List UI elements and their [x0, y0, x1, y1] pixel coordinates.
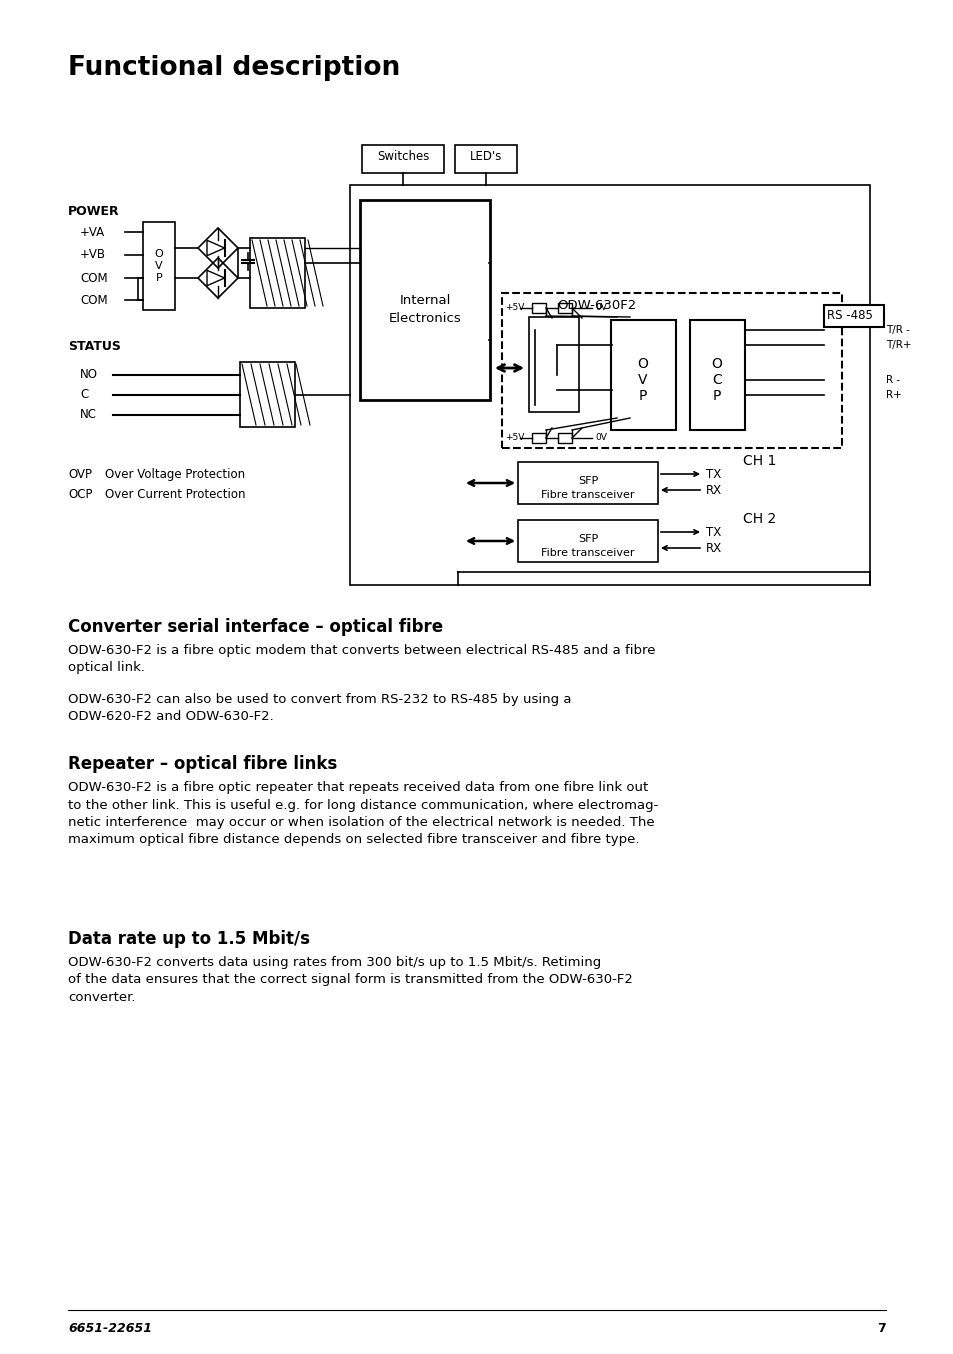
- Text: TX: TX: [705, 467, 720, 481]
- Text: OCP: OCP: [68, 487, 92, 501]
- Text: RS -485: RS -485: [826, 309, 872, 322]
- Text: 6651-22651: 6651-22651: [68, 1322, 152, 1335]
- Text: Over Current Protection: Over Current Protection: [105, 487, 245, 501]
- Text: Internal
Electronics: Internal Electronics: [388, 295, 461, 325]
- Bar: [501, 292, 841, 448]
- Bar: [240, 362, 294, 427]
- Bar: [689, 320, 744, 431]
- Text: ODW-630-F2 is a fibre optic modem that converts between electrical RS-485 and a : ODW-630-F2 is a fibre optic modem that c…: [68, 645, 655, 674]
- Text: SFP
Fibre transceiver: SFP Fibre transceiver: [540, 535, 634, 558]
- Bar: [361, 145, 443, 173]
- Text: 0V: 0V: [595, 433, 606, 443]
- Bar: [455, 145, 517, 173]
- Bar: [529, 317, 578, 412]
- Text: ODW-630F2: ODW-630F2: [557, 299, 636, 311]
- Bar: [532, 433, 545, 443]
- Text: TX: TX: [705, 525, 720, 539]
- Text: SFP
Fibre transceiver: SFP Fibre transceiver: [540, 477, 634, 500]
- Text: T/R+: T/R+: [885, 340, 910, 349]
- Bar: [610, 320, 676, 431]
- Text: COM: COM: [80, 294, 108, 306]
- Bar: [359, 200, 490, 399]
- Text: C: C: [80, 389, 89, 402]
- Text: POWER: POWER: [68, 204, 119, 218]
- Bar: [532, 303, 545, 313]
- Text: NC: NC: [80, 409, 97, 421]
- Text: CH 2: CH 2: [742, 512, 776, 525]
- Text: +VA: +VA: [80, 226, 105, 238]
- Bar: [517, 520, 658, 562]
- Text: +5V: +5V: [504, 303, 524, 313]
- Text: 7: 7: [877, 1322, 885, 1335]
- Text: CH 1: CH 1: [742, 454, 776, 468]
- Text: ODW-630-F2 converts data using rates from 300 bit/s up to 1.5 Mbit/s. Retiming
o: ODW-630-F2 converts data using rates fro…: [68, 956, 632, 1005]
- Text: Data rate up to 1.5 Mbit/s: Data rate up to 1.5 Mbit/s: [68, 930, 310, 948]
- Text: STATUS: STATUS: [68, 340, 121, 353]
- Text: R -: R -: [885, 375, 900, 385]
- Text: O
C
P: O C P: [711, 357, 721, 403]
- Text: NO: NO: [80, 368, 98, 382]
- Bar: [517, 462, 658, 504]
- Text: Switches: Switches: [376, 150, 429, 162]
- Text: +5V: +5V: [504, 433, 524, 443]
- Text: O
V
P: O V P: [154, 249, 163, 283]
- Text: Over Voltage Protection: Over Voltage Protection: [105, 468, 245, 481]
- Bar: [143, 222, 174, 310]
- Text: ODW-630-F2 is a fibre optic repeater that repeats received data from one fibre l: ODW-630-F2 is a fibre optic repeater tha…: [68, 781, 658, 846]
- Text: Repeater – optical fibre links: Repeater – optical fibre links: [68, 756, 337, 773]
- Text: RX: RX: [705, 483, 721, 497]
- Text: Converter serial interface – optical fibre: Converter serial interface – optical fib…: [68, 617, 442, 636]
- Bar: [350, 185, 869, 585]
- Bar: [823, 305, 883, 328]
- Text: R+: R+: [885, 390, 901, 399]
- Text: 0V: 0V: [595, 303, 606, 313]
- Bar: [250, 238, 305, 307]
- Text: ODW-630-F2 can also be used to convert from RS-232 to RS-485 by using a
ODW-620-: ODW-630-F2 can also be used to convert f…: [68, 693, 571, 723]
- Text: LED's: LED's: [469, 150, 501, 162]
- Text: Functional description: Functional description: [68, 56, 400, 81]
- Text: RX: RX: [705, 542, 721, 555]
- Text: O
V
P: O V P: [637, 357, 648, 403]
- Bar: [558, 303, 572, 313]
- Text: COM: COM: [80, 272, 108, 284]
- Text: OVP: OVP: [68, 468, 91, 481]
- Text: T/R -: T/R -: [885, 325, 909, 334]
- Text: +VB: +VB: [80, 249, 106, 261]
- Bar: [558, 433, 572, 443]
